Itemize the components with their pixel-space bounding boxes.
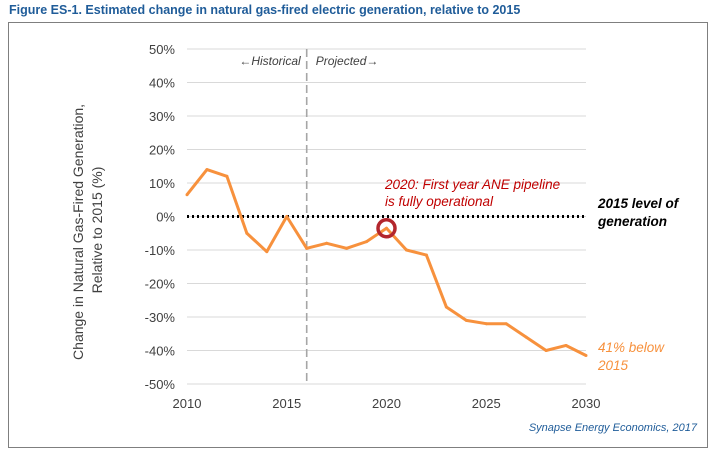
series-point	[584, 354, 588, 358]
y-tick-label: 50%	[149, 42, 175, 57]
end-value-annotation: 41% below 2015	[597, 340, 668, 373]
y-tick-label: 40%	[149, 76, 175, 91]
y-tick-label: -40%	[145, 344, 176, 359]
y-tick-label: -30%	[145, 310, 176, 325]
highlight-annotation: 2020: First year ANE pipeline is fully o…	[384, 177, 564, 209]
series-point	[305, 246, 309, 250]
projected-label: Projected→	[316, 54, 379, 68]
series-point	[464, 318, 468, 322]
series-point	[544, 349, 548, 352]
source-credit: Synapse Energy Economics, 2017	[529, 422, 698, 434]
series-point	[325, 241, 329, 245]
series-point	[424, 253, 428, 257]
x-tick-label: 2010	[173, 396, 202, 411]
series-point	[404, 248, 408, 252]
historical-label: ←Historical	[239, 54, 301, 68]
highlight-annotation-line-1: 2020: First year ANE pipeline	[384, 177, 560, 192]
highlight-annotation-line-2: is fully operational	[385, 194, 494, 209]
figure-title: Figure ES-1. Estimated change in natural…	[9, 3, 521, 17]
x-tick-label: 2015	[272, 396, 301, 411]
series-point	[345, 246, 349, 250]
series-point	[444, 305, 448, 309]
y-tick-label: 30%	[149, 109, 175, 124]
series-point	[265, 250, 269, 254]
series-point	[205, 168, 209, 172]
series-point	[245, 231, 249, 235]
y-axis-label-line-1: Change in Natural Gas-Fired Generation,	[70, 104, 86, 360]
series-point	[484, 322, 488, 326]
x-tick-label: 2030	[572, 396, 601, 411]
y-axis-label-line-2: Relative to 2015 (%)	[89, 167, 105, 294]
series-point	[225, 174, 229, 178]
chart-frame	[8, 22, 708, 448]
end-annotation-line-2: 2015	[597, 358, 629, 373]
x-tick-label: 2025	[472, 396, 501, 411]
series-point	[504, 322, 508, 326]
highlight-circle	[376, 217, 397, 239]
series-point	[185, 193, 189, 197]
y-tick-label: -10%	[145, 243, 176, 258]
series-point	[285, 215, 289, 218]
reference-label-line-1: 2015 level of	[597, 196, 680, 211]
reference-line-label: 2015 level of generation	[597, 196, 682, 229]
y-tick-label: -20%	[145, 277, 176, 292]
reference-label-line-2: generation	[597, 214, 667, 229]
y-tick-label: 10%	[149, 176, 175, 191]
y-tick-label: 0%	[156, 210, 175, 225]
series-point	[365, 240, 369, 244]
y-tick-label: -50%	[145, 377, 176, 392]
x-tick-label: 2020	[372, 396, 401, 411]
series-point	[385, 226, 388, 230]
y-axis-label: Change in Natural Gas-Fired Generation, …	[70, 100, 105, 360]
y-tick-label: 20%	[149, 143, 175, 158]
end-annotation-line-1: 41% below	[598, 340, 665, 355]
series-point	[524, 335, 528, 339]
series-point	[564, 343, 568, 347]
